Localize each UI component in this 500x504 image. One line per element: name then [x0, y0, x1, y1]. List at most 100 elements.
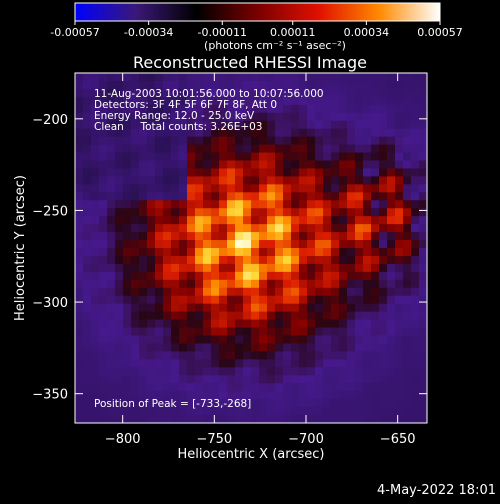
heatmap-cell	[307, 287, 316, 297]
heatmap-cell	[155, 232, 164, 241]
heatmap-cell	[83, 327, 92, 336]
heatmap-cell	[275, 407, 284, 416]
axis-ticks	[75, 73, 427, 423]
heatmap-cell	[259, 200, 268, 209]
heatmap-cell	[299, 80, 308, 90]
heatmap-cell	[323, 136, 332, 146]
heatmap-cell	[283, 343, 292, 352]
heatmap-cell	[315, 255, 324, 265]
heatmap-cell	[371, 176, 380, 185]
heatmap-cell	[179, 383, 188, 392]
heatmap-cell	[131, 136, 140, 146]
heatmap-cell	[387, 287, 396, 297]
heatmap-cell	[99, 73, 108, 82]
heatmap-cell	[99, 351, 108, 360]
heatmap-cell	[219, 73, 228, 82]
heatmap-cell	[115, 407, 124, 416]
heatmap-cell	[387, 144, 396, 154]
heatmap-cell	[123, 255, 132, 265]
heatmap-cell	[91, 248, 100, 257]
heatmap-cell	[187, 168, 196, 177]
heatmap-cell	[219, 263, 228, 273]
heatmap-cell	[283, 160, 292, 169]
heatmap-cell	[299, 287, 308, 297]
heatmap-cell	[83, 224, 92, 233]
heatmap-cell	[419, 279, 428, 289]
heatmap-cell	[283, 73, 292, 82]
heatmap-cell	[291, 343, 300, 352]
heatmap-cell	[355, 375, 364, 384]
heatmap-cell	[211, 295, 220, 305]
peak-position-label: Position of Peak = [-733,-268]	[94, 398, 251, 410]
heatmap-cell	[291, 271, 300, 281]
heatmap-cell	[147, 240, 156, 249]
heatmap-cell	[347, 399, 356, 408]
heatmap-cell	[419, 415, 428, 424]
heatmap-cell	[211, 160, 220, 169]
heatmap-cell	[371, 351, 380, 360]
heatmap-cell	[259, 168, 268, 177]
heatmap-cell	[235, 263, 244, 273]
heatmap-cell	[219, 120, 228, 130]
heatmap-cell	[219, 240, 228, 249]
heatmap-cell	[219, 184, 228, 193]
heatmap-cell	[155, 375, 164, 384]
heatmap-cell	[163, 192, 172, 201]
heatmap-cell	[243, 73, 252, 82]
heatmap-cell	[115, 73, 124, 82]
heatmap-cell	[411, 104, 420, 114]
heatmap-cell	[403, 80, 412, 90]
heatmap-cell	[283, 303, 292, 313]
heatmap-cell	[203, 192, 212, 201]
heatmap-cell	[419, 399, 428, 408]
heatmap-cell	[403, 216, 412, 225]
heatmap-cell	[123, 224, 132, 233]
heatmap-cell	[163, 367, 172, 376]
heatmap-cell	[155, 255, 164, 265]
heatmap-cell	[267, 271, 276, 281]
heatmap-cell	[139, 160, 148, 169]
heatmap-cell	[179, 152, 188, 161]
heatmap-cell	[355, 224, 364, 233]
heatmap-cell	[155, 351, 164, 360]
heatmap-cell	[195, 303, 204, 313]
heatmap-cell	[363, 383, 372, 392]
heatmap-cell	[283, 216, 292, 225]
heatmap-cell	[139, 80, 148, 90]
heatmap-cell	[203, 128, 212, 138]
heatmap-cell	[299, 335, 308, 344]
heatmap-cell	[195, 351, 204, 360]
heatmap-cell	[219, 303, 228, 313]
heatmap-cell	[99, 248, 108, 257]
heatmap-cell	[283, 232, 292, 241]
plot-frame	[74, 72, 428, 424]
heatmap-cell	[315, 359, 324, 368]
heatmap-cell	[267, 279, 276, 289]
heatmap-cell	[283, 271, 292, 281]
heatmap-cell	[363, 232, 372, 241]
heatmap-cell	[379, 88, 388, 98]
heatmap-cell	[323, 279, 332, 289]
heatmap-cell	[331, 208, 340, 217]
heatmap-cell	[187, 184, 196, 193]
heatmap-cell	[99, 367, 108, 376]
heatmap-cell	[99, 271, 108, 281]
heatmap-cell	[347, 88, 356, 98]
heatmap-cell	[347, 160, 356, 169]
heatmap-cell	[179, 160, 188, 169]
heatmap-cell	[315, 303, 324, 313]
heatmap-cell	[235, 160, 244, 169]
heatmap-cell	[307, 128, 316, 138]
heatmap-cell	[171, 112, 180, 122]
heatmap-cell	[179, 295, 188, 305]
heatmap-cell	[211, 359, 220, 368]
heatmap-cell	[75, 112, 84, 122]
heatmap-cell	[267, 96, 276, 106]
heatmap-cell	[123, 271, 132, 281]
heatmap-cell	[267, 208, 276, 217]
heatmap-cell	[251, 160, 260, 169]
heatmap-cell	[75, 73, 84, 82]
heatmap-cell	[235, 375, 244, 384]
heatmap-cell	[219, 287, 228, 297]
heatmap-cell	[283, 136, 292, 146]
